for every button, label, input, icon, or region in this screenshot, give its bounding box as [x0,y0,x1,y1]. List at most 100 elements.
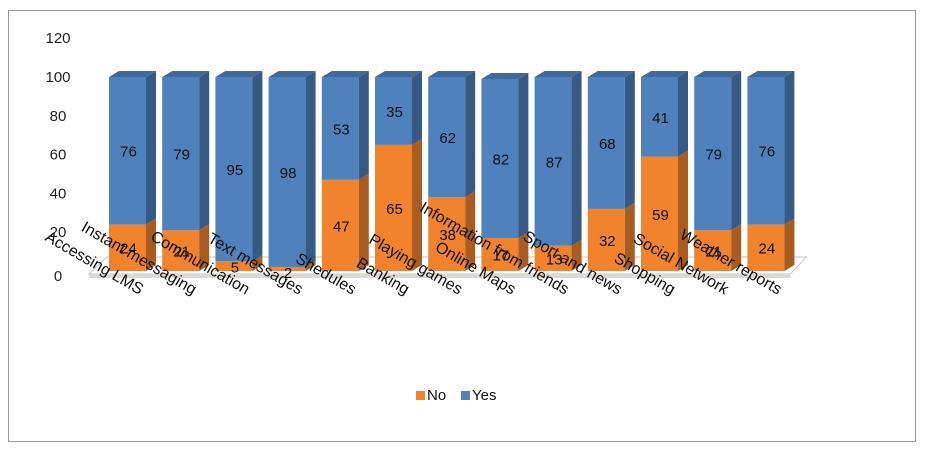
bar-front [587,77,625,209]
legend-swatch-yes [461,391,470,400]
data-label: 76 [120,144,137,161]
bar-front [215,77,253,262]
bar-side [731,224,742,271]
bar-top [375,71,422,77]
bar-no-11: 21 [694,224,742,271]
bar-yes-1: 79 [162,71,210,231]
bar-side [305,71,316,268]
bar-top [641,71,688,77]
data-label: 32 [599,233,616,250]
bars-group: 24 76 21 79 5 95 2 98 47 53 65 35 38 62 17 82 13 87 32 68 59… [109,71,795,282]
data-label: 35 [386,104,403,121]
bar-front [375,144,412,271]
bar-yes-5: 35 [375,71,422,145]
bar-top [268,71,316,77]
data-label: 13 [546,251,563,268]
data-label: 5 [231,259,239,276]
bar-top [534,71,582,77]
data-label: 79 [705,147,722,164]
bar-yes-0: 76 [109,71,156,225]
bar-front [747,224,785,271]
bar-side [465,191,476,271]
data-label: 82 [493,151,510,168]
bar-front [268,267,306,271]
bar-front [481,78,519,239]
data-label: 68 [599,136,616,153]
bar-side [146,218,156,271]
bar-yes-2: 95 [215,71,263,262]
bar-side [784,71,795,225]
data-label: 47 [333,218,350,235]
bar-no-0: 24 [109,218,156,271]
bar-top [587,71,635,77]
data-label: 76 [759,144,776,161]
bar-side [518,72,529,239]
bar-front [109,224,146,271]
bar-top [694,71,742,77]
bar-top [428,71,476,77]
bar-no-2: 5 [215,255,263,276]
bar-side [412,71,422,145]
data-label: 17 [493,248,510,265]
bar-side [518,232,529,271]
y-tick-label: 120 [45,30,70,47]
bar-side [465,71,476,198]
bar-side [305,261,316,271]
bar-top [321,71,369,77]
y-tick-label: 40 [50,185,67,202]
bar-front [747,77,785,225]
bar-no-10: 59 [641,150,688,271]
bar-yes-8: 87 [534,71,582,246]
bar-yes-11: 79 [694,71,742,231]
bar-no-7: 17 [481,232,529,271]
bar-top [162,71,210,77]
bar-top [747,71,795,77]
bar-side [678,150,688,271]
data-label: 41 [652,110,669,127]
data-label: 24 [120,241,137,258]
data-label: 38 [439,227,456,244]
bar-front [534,245,572,271]
bar-front [694,77,732,231]
data-label: 98 [280,165,297,182]
data-label: 21 [173,244,190,261]
bar-front [534,77,572,246]
data-label: 95 [227,162,244,179]
y-axis: 0 20 40 60 80 100 120 [45,30,70,285]
bar-top [109,71,156,77]
bar-side [731,71,742,231]
bar-side [252,255,263,271]
bar-top [215,71,263,77]
bar-yes-4: 53 [321,71,369,180]
bar-front [268,77,306,268]
data-label: 24 [759,241,776,258]
bar-no-12: 24 [747,218,795,271]
bar-side [412,138,422,271]
bar-no-5: 65 [375,138,422,271]
bar-front [109,77,146,225]
legend-label-no: No [427,387,446,404]
bar-side [358,173,369,271]
legend-swatch-no [416,391,425,400]
bar-no-3: 2 [268,261,316,282]
y-tick-label: 0 [54,268,62,285]
bar-side [199,71,210,231]
bar-side [624,71,635,209]
data-label: 2 [284,265,292,282]
bar-no-4: 47 [321,173,369,271]
bar-top [481,72,529,79]
data-label: 87 [546,154,563,171]
bar-no-6: 38 [428,191,476,271]
data-label: 65 [386,201,403,218]
bar-front [321,179,359,271]
y-tick-label: 80 [50,108,67,125]
bar-no-8: 13 [534,239,582,271]
bar-front [641,77,678,157]
bar-front [215,261,253,271]
legend-label-yes: Yes [472,387,496,404]
bar-yes-6: 62 [428,71,476,198]
bar-side [784,218,795,271]
data-label: 62 [439,130,456,147]
bar-side [358,71,369,180]
bar-front [375,77,412,145]
